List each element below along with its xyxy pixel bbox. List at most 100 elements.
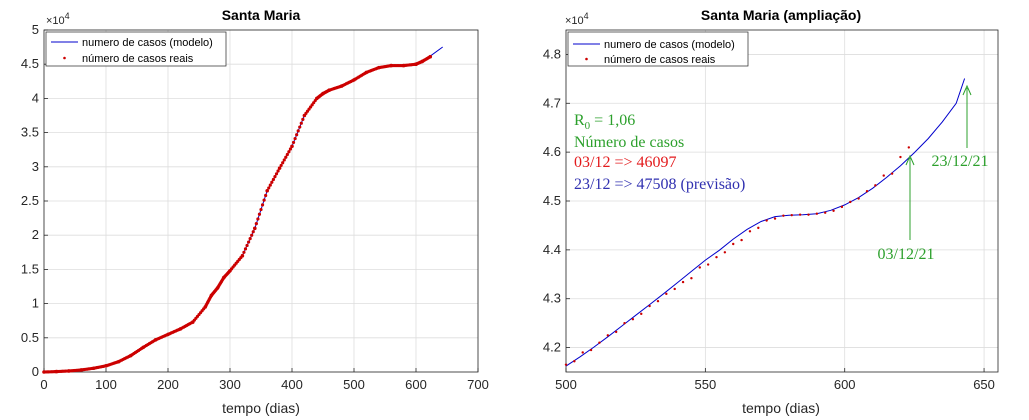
left-x-tick-label: 0 [40, 377, 47, 392]
left-legend-marker-real [63, 56, 66, 60]
left-x-tick-label: 700 [467, 377, 489, 392]
left-real-case-point [281, 161, 285, 165]
right-real-case-point [681, 280, 685, 284]
left-real-case-point [164, 333, 169, 337]
right-real-case-point [631, 318, 635, 321]
left-real-case-point [277, 166, 282, 170]
annotation-cases-title: Número de casos [574, 134, 684, 151]
right-y-tick-label: 4.2 [543, 340, 561, 355]
right-real-case-point [673, 287, 676, 291]
right-legend-label-model: numero de casos (modelo) [604, 39, 735, 51]
left-real-case-point [267, 186, 271, 190]
right-real-case-point [690, 276, 693, 280]
left-y-tick-label: 2.5 [21, 193, 39, 208]
left-real-case-point [243, 247, 248, 251]
left-real-case-point [65, 369, 69, 373]
left-real-case-point [271, 177, 275, 182]
left-y-tick-label: 5 [32, 22, 39, 37]
right-real-case-point [589, 348, 593, 352]
right-real-case-point [824, 211, 827, 214]
left-real-case-point [288, 147, 293, 151]
left-real-case-point [256, 217, 260, 221]
right-real-case-point [640, 312, 643, 316]
left-real-case-point [301, 117, 305, 121]
left-chart: 0 100 200 300 400 500 600 700 0 0.5 1 1.5 2 2.5 3 3.5 4 4… [21, 7, 489, 416]
left-real-case-point [115, 360, 119, 364]
right-real-case-point [623, 321, 626, 325]
right-real-case-point [581, 351, 584, 354]
left-real-case-point [290, 144, 294, 149]
right-real-case-point [907, 146, 911, 149]
left-real-case-point [313, 98, 317, 103]
left-real-case-point [102, 364, 107, 368]
right-real-case-point [865, 190, 869, 193]
right-real-case-point [598, 341, 601, 344]
left-real-case-point [251, 230, 255, 234]
left-real-case-point [299, 121, 303, 125]
left-x-tick-label: 500 [343, 377, 365, 392]
right-real-case-point [857, 197, 860, 200]
right-x-axis-label: tempo (dias) [742, 400, 820, 416]
left-real-case-point [245, 243, 249, 248]
right-real-case-point [606, 334, 610, 337]
left-real-case-point [284, 155, 288, 159]
left-legend: numero de casos (modelo) número de casos… [45, 31, 227, 67]
left-real-case-point [189, 321, 193, 325]
left-real-case-point [274, 172, 279, 176]
right-real-case-point [648, 304, 651, 308]
left-real-case-point [296, 129, 300, 133]
left-real-case-point [400, 63, 404, 68]
right-real-case-point [882, 174, 885, 177]
right-real-case-point [614, 330, 618, 334]
left-real-case-point [350, 79, 355, 83]
right-series [564, 78, 966, 367]
left-y-tick-label: 4.5 [21, 56, 39, 71]
left-real-case-point [260, 203, 265, 207]
left-real-case-point [262, 198, 266, 202]
right-y-tick-label: 4.7 [543, 95, 561, 110]
left-real-case-point [247, 240, 251, 244]
right-real-case-point [790, 213, 793, 217]
left-y-tick-label: 0 [32, 364, 39, 379]
right-real-case-point [849, 200, 852, 204]
annotation-r0: R0 = 1,06 [574, 112, 635, 132]
right-real-case-point [656, 299, 660, 303]
left-real-case-point [202, 307, 206, 311]
left-x-tick-label: 300 [219, 377, 241, 392]
left-real-case-point [268, 183, 272, 187]
left-real-case-point [215, 287, 219, 291]
right-legend-box [567, 31, 749, 67]
left-real-case-point [375, 66, 379, 70]
left-y-tick-label: 3 [32, 159, 39, 174]
left-real-case-point [254, 222, 258, 226]
right-y-tick-label: 4.6 [543, 144, 561, 159]
left-real-case-point [293, 136, 297, 141]
right-legend-label-real: número de casos reais [604, 54, 716, 66]
right-y-tick-label: 4.4 [543, 242, 561, 257]
arrow-real-label: 03/12/21 [878, 246, 935, 263]
left-legend-box [45, 31, 227, 67]
left-series [42, 46, 443, 374]
left-real-case-point [270, 180, 274, 184]
left-real-case-point [242, 250, 246, 254]
left-real-case-point [127, 354, 131, 358]
left-x-axis-label: tempo (dias) [222, 400, 300, 416]
right-real-case-point [840, 205, 844, 209]
right-real-case-point [890, 172, 894, 175]
right-real-case-point [665, 292, 668, 296]
annotation-block: R0 = 1,06 Número de casos 03/12 => 46097… [574, 112, 745, 193]
arrow-forecast-label: 23/12/21 [932, 153, 989, 170]
left-y-tick-label: 1.5 [21, 261, 39, 276]
left-real-case-point [273, 175, 277, 179]
right-real-case-point [723, 251, 727, 254]
right-real-case-point [832, 209, 835, 212]
left-real-case-point [140, 346, 144, 351]
right-x-tick-label: 650 [973, 377, 995, 392]
right-real-case-point [765, 219, 768, 222]
right-real-case-point [807, 213, 810, 216]
annotation-real-cases: 03/12 => 46097 [574, 154, 677, 171]
right-chart-title: Santa Maria (ampliação) [701, 7, 861, 23]
right-real-case-point [564, 363, 568, 366]
right-real-case-point [874, 184, 877, 187]
right-x-tick-label: 550 [695, 377, 717, 392]
